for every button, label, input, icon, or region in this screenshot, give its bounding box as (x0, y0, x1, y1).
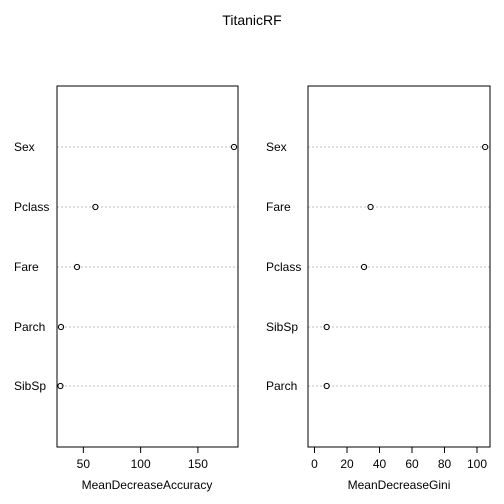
gini-tick-label: 0 (311, 457, 318, 471)
panel-accuracy: Sex Pclass Fare Parch SibSp 50 100 150 MeanDec… (14, 86, 238, 492)
accuracy-tick-label: 150 (188, 457, 208, 471)
gini-category-label: Pclass (266, 260, 301, 274)
gini-gridlines (308, 147, 490, 386)
gini-x-axis-title: MeanDecreaseGini (348, 478, 451, 492)
accuracy-category-label: Pclass (14, 200, 49, 214)
accuracy-category-labels: Sex Pclass Fare Parch SibSp (14, 140, 49, 393)
accuracy-tick-label: 50 (77, 457, 91, 471)
gini-tick-label: 80 (438, 457, 452, 471)
gini-category-label: Parch (266, 379, 297, 393)
chart-title: TitanicRF (222, 12, 281, 28)
accuracy-x-axis-title: MeanDecreaseAccuracy (82, 478, 213, 492)
accuracy-x-axis: 50 100 150 (77, 447, 209, 471)
gini-tick-label: 20 (340, 457, 354, 471)
gini-category-label: SibSp (266, 320, 298, 334)
gini-tick-label: 40 (373, 457, 387, 471)
panel-gini: Sex Fare Pclass SibSp Parch 0 20 40 60 80 100 Mea… (266, 86, 490, 492)
gini-category-labels: Sex Fare Pclass SibSp Parch (266, 140, 301, 393)
accuracy-category-label: Fare (14, 260, 39, 274)
gini-tick-label: 100 (467, 457, 487, 471)
gini-category-label: Fare (266, 200, 291, 214)
gini-category-label: Sex (266, 140, 287, 154)
gini-plot-frame (308, 86, 490, 447)
accuracy-category-label: Parch (14, 320, 45, 334)
accuracy-gridlines (57, 147, 238, 386)
accuracy-tick-label: 100 (131, 457, 151, 471)
accuracy-category-label: SibSp (14, 379, 46, 393)
gini-x-axis: 0 20 40 60 80 100 (311, 447, 487, 471)
gini-tick-label: 60 (405, 457, 419, 471)
accuracy-category-label: Sex (14, 140, 35, 154)
